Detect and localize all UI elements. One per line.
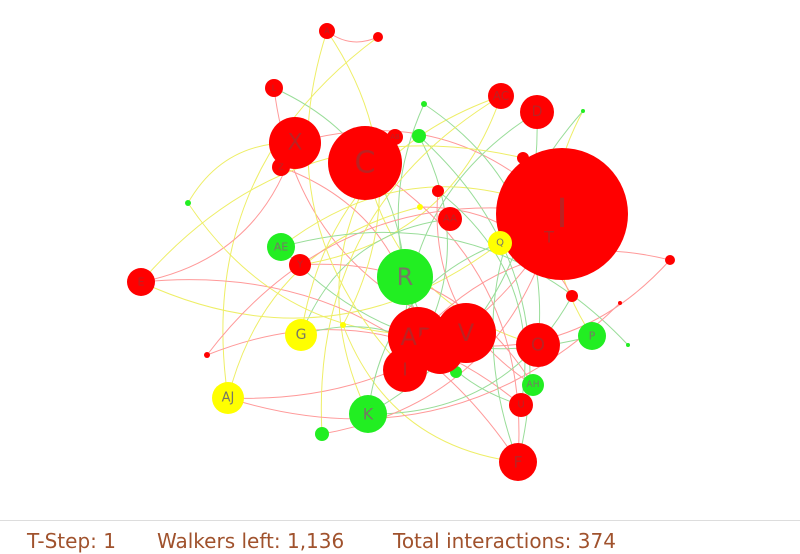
node (328, 126, 402, 200)
node (285, 319, 317, 351)
node-label: AH (527, 380, 540, 390)
t-step: T-Step: 1 (27, 529, 116, 553)
node-label: D (532, 104, 543, 120)
walkers-left: Walkers left: 1,136 (157, 529, 345, 553)
edge (299, 95, 502, 266)
node-label: AC (493, 89, 509, 103)
edge (436, 190, 534, 386)
node (488, 83, 514, 109)
node (566, 290, 578, 302)
edge (206, 329, 522, 406)
node (267, 233, 295, 261)
edge (320, 95, 502, 435)
node (581, 109, 585, 113)
node-label: R (397, 263, 414, 291)
node (509, 393, 533, 417)
node (185, 200, 191, 206)
edge (437, 190, 526, 406)
node (499, 443, 537, 481)
node (417, 204, 423, 210)
edge (222, 36, 379, 399)
node-label: F (513, 453, 522, 472)
node-label: Q (496, 238, 504, 249)
node-label: Y (296, 260, 304, 271)
edge (140, 279, 519, 463)
node (289, 254, 311, 276)
node-label: O (531, 335, 545, 356)
node-label: AA (443, 214, 457, 225)
node (272, 158, 290, 176)
node (349, 395, 387, 433)
node-label: X (287, 131, 302, 156)
node-label: Z (278, 163, 284, 172)
status-bar: T-Step: 1 Walkers left: 1,136 Total inte… (0, 520, 800, 554)
node (522, 374, 544, 396)
edge (299, 263, 534, 386)
node (373, 32, 383, 42)
node-label: P (589, 330, 596, 343)
edge (140, 242, 501, 319)
node (618, 301, 622, 305)
edge (140, 142, 296, 283)
node-label: AE (274, 241, 289, 254)
node-label: G (296, 327, 307, 343)
edge (307, 30, 406, 371)
node (269, 117, 321, 169)
node (127, 268, 155, 296)
node-label: C (355, 146, 376, 181)
node (665, 255, 675, 265)
node (517, 152, 529, 164)
node (496, 148, 628, 280)
node (520, 95, 554, 129)
node-label: I (402, 360, 407, 381)
node (438, 207, 462, 231)
node-label: K (363, 405, 374, 424)
edge (280, 232, 629, 346)
node-label: A (324, 27, 330, 36)
node (319, 23, 335, 39)
node (212, 382, 244, 414)
node (377, 249, 433, 305)
edge (367, 295, 573, 415)
node-label: U (517, 400, 524, 411)
node (488, 231, 512, 255)
node-label: AJ (222, 391, 235, 406)
total-interactions: Total interactions: 374 (393, 529, 616, 553)
edge (342, 324, 519, 463)
edge (227, 302, 621, 420)
node-label: I (556, 191, 568, 237)
node-label: E (138, 276, 145, 289)
node (578, 322, 606, 350)
edge (140, 145, 524, 283)
node (416, 326, 464, 374)
node (516, 323, 560, 367)
node (421, 101, 427, 107)
node (387, 129, 403, 145)
node-label: V (458, 319, 475, 347)
node (265, 79, 283, 97)
node (626, 343, 630, 347)
node (315, 427, 329, 441)
node (432, 185, 444, 197)
node-label: AB (390, 133, 400, 141)
node (412, 129, 426, 143)
node-label: L (272, 84, 277, 93)
node (204, 352, 210, 358)
node-label: T (543, 228, 554, 247)
node (340, 322, 346, 328)
node (383, 348, 427, 392)
